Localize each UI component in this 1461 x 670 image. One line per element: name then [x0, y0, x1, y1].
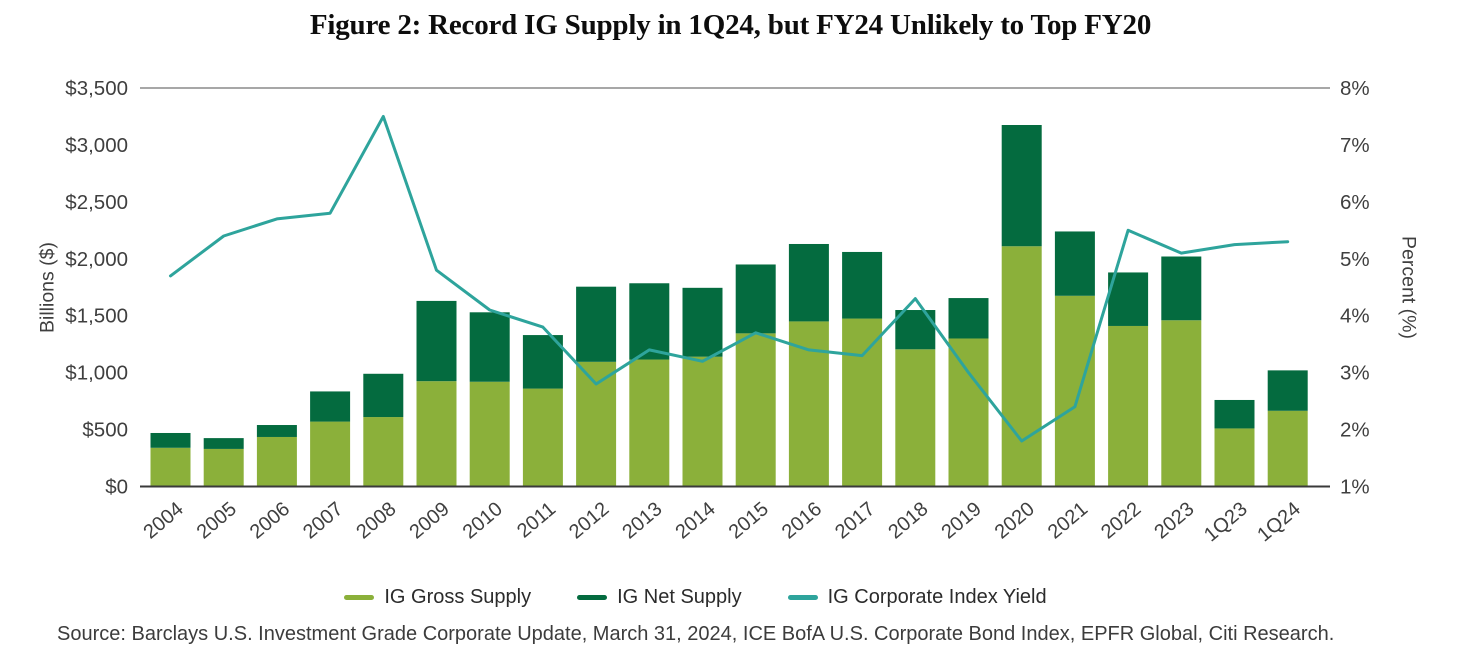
bar-2012-net: [576, 286, 617, 362]
bar-2014-net: [682, 287, 723, 357]
bar-2005-net: [203, 438, 244, 449]
y-axis-tick-label-right-1: 2%: [1340, 419, 1370, 442]
x-axis-tick-label-2017: 2017: [831, 498, 879, 543]
legend-item-net: IG Net Supply: [577, 586, 742, 609]
x-axis-tick-label-1Q24: 1Q24: [1253, 498, 1305, 546]
bar-2007-gross: [310, 421, 351, 487]
bar-2005-gross: [203, 448, 244, 487]
x-axis-tick-label-2012: 2012: [565, 498, 613, 543]
bar-2009-net: [416, 300, 457, 382]
bar-2014-gross: [682, 356, 723, 487]
y-axis-tick-label-right-6: 7%: [1340, 134, 1370, 157]
y-axis-tick-label-left-0: $0: [105, 476, 128, 499]
yield-swatch-icon: [787, 595, 818, 600]
bar-2012-gross: [576, 361, 617, 487]
x-axis-tick-label-2011: 2011: [513, 498, 560, 543]
y-axis-tick-label-left-6: $3,000: [65, 134, 128, 157]
x-axis-tick-label-2009: 2009: [405, 498, 453, 543]
chart-svg: $0 $500 $1,000 $1,500 $2,000 $2,500 $3,000 $3,5…: [65, 77, 1370, 546]
x-axis-tick-label-1Q23: 1Q23: [1200, 498, 1252, 546]
bar-2020-net: [1001, 125, 1042, 247]
y-axis-tick-label-right-4: 5%: [1340, 248, 1370, 271]
bar-2006-net: [256, 425, 297, 437]
bar-2023-gross: [1161, 320, 1202, 487]
yield-line: [169, 115, 1290, 443]
x-axis-tick-label-2014: 2014: [671, 498, 719, 543]
x-axis-tick-label-2023: 2023: [1150, 498, 1198, 543]
legend: IG Gross Supply IG Net Supply IG Corpora…: [0, 586, 1461, 609]
x-axis-tick-label-2016: 2016: [778, 498, 826, 543]
bar-2015-gross: [735, 333, 776, 487]
y-axis-tick-label-right-3: 4%: [1340, 305, 1370, 328]
bar-2008-gross: [363, 417, 404, 487]
legend-item-gross: IG Gross Supply: [344, 586, 531, 609]
bar-2004-gross: [150, 447, 191, 487]
bar-2010-net: [469, 312, 510, 382]
x-axis-tick-label-2018: 2018: [884, 498, 932, 543]
source-note: Source: Barclays U.S. Investment Grade C…: [57, 623, 1335, 645]
bar-2022-gross: [1108, 325, 1149, 487]
x-axis-tick-label-2006: 2006: [246, 498, 294, 543]
gross-supply-swatch-icon: [344, 595, 375, 600]
bar-2023-net: [1161, 256, 1202, 321]
net-supply-swatch-icon: [577, 595, 608, 600]
left-axis-title: Billions ($): [36, 241, 59, 334]
bar-2013-net: [629, 283, 670, 360]
y-axis-tick-label-left-1: $500: [82, 419, 128, 442]
bar-1Q24-gross: [1267, 410, 1308, 487]
y-axis-tick-label-right-7: 8%: [1340, 77, 1370, 100]
bar-2008-net: [363, 373, 404, 418]
right-axis-title: Percent (%): [1397, 236, 1420, 339]
chart-title: Figure 2: Record IG Supply in 1Q24, but …: [309, 9, 1152, 41]
bar-2020-gross: [1001, 246, 1042, 487]
bar-2018-gross: [895, 349, 936, 487]
x-axis-tick-label-2008: 2008: [352, 498, 400, 543]
y-axis-tick-label-right-2: 3%: [1340, 362, 1370, 385]
bar-1Q23-gross: [1214, 428, 1255, 487]
x-axis-tick-label-2004: 2004: [139, 498, 187, 543]
bar-1Q23-net: [1214, 399, 1255, 429]
legend-label-gross: IG Gross Supply: [384, 586, 532, 608]
x-axis-tick-label-2015: 2015: [725, 498, 773, 543]
x-axis-tick-label-2020: 2020: [991, 498, 1039, 543]
x-axis-tick-label-2021: 2021: [1044, 498, 1092, 543]
bar-2006-gross: [256, 436, 297, 487]
bar-2010-gross: [469, 381, 510, 487]
bar-2019-gross: [948, 338, 989, 487]
bar-1Q24-net: [1267, 370, 1308, 411]
y-axis-tick-label-left-3: $1,500: [65, 305, 128, 328]
bar-2022-net: [1108, 272, 1149, 326]
bar-2019-net: [948, 298, 989, 339]
bar-2009-gross: [416, 381, 457, 487]
legend-label-yield: IG Corporate Index Yield: [827, 586, 1047, 608]
y-axis-tick-label-left-4: $2,000: [65, 248, 128, 271]
y-axis-tick-label-left-2: $1,000: [65, 362, 128, 385]
bar-2017-net: [842, 251, 883, 319]
bar-2015-net: [735, 264, 776, 334]
y-axis-tick-label-right-5: 6%: [1340, 191, 1370, 214]
bar-2011-gross: [522, 388, 563, 487]
bar-2021-gross: [1054, 295, 1095, 487]
bar-2007-net: [310, 391, 351, 422]
legend-item-yield: IG Corporate Index Yield: [787, 586, 1047, 609]
bar-2004-net: [150, 432, 191, 448]
bar-2017-gross: [842, 318, 883, 487]
y-axis-tick-label-right-0: 1%: [1340, 476, 1370, 499]
x-axis-tick-label-2019: 2019: [937, 498, 985, 543]
bar-2011-net: [522, 335, 563, 389]
x-axis-tick-label-2005: 2005: [193, 498, 241, 543]
bar-2021-net: [1054, 231, 1095, 296]
x-axis-tick-label-2010: 2010: [459, 498, 507, 543]
bar-2013-gross: [629, 359, 670, 487]
x-axis-tick-label-2013: 2013: [618, 498, 666, 543]
legend-label-net: IG Net Supply: [617, 586, 742, 608]
y-axis-tick-label-left-5: $2,500: [65, 191, 128, 214]
x-axis-tick-label-2007: 2007: [299, 498, 347, 543]
bar-2016-net: [788, 243, 829, 322]
x-axis-tick-label-2022: 2022: [1097, 498, 1145, 543]
y-axis-tick-label-left-7: $3,500: [65, 77, 128, 100]
